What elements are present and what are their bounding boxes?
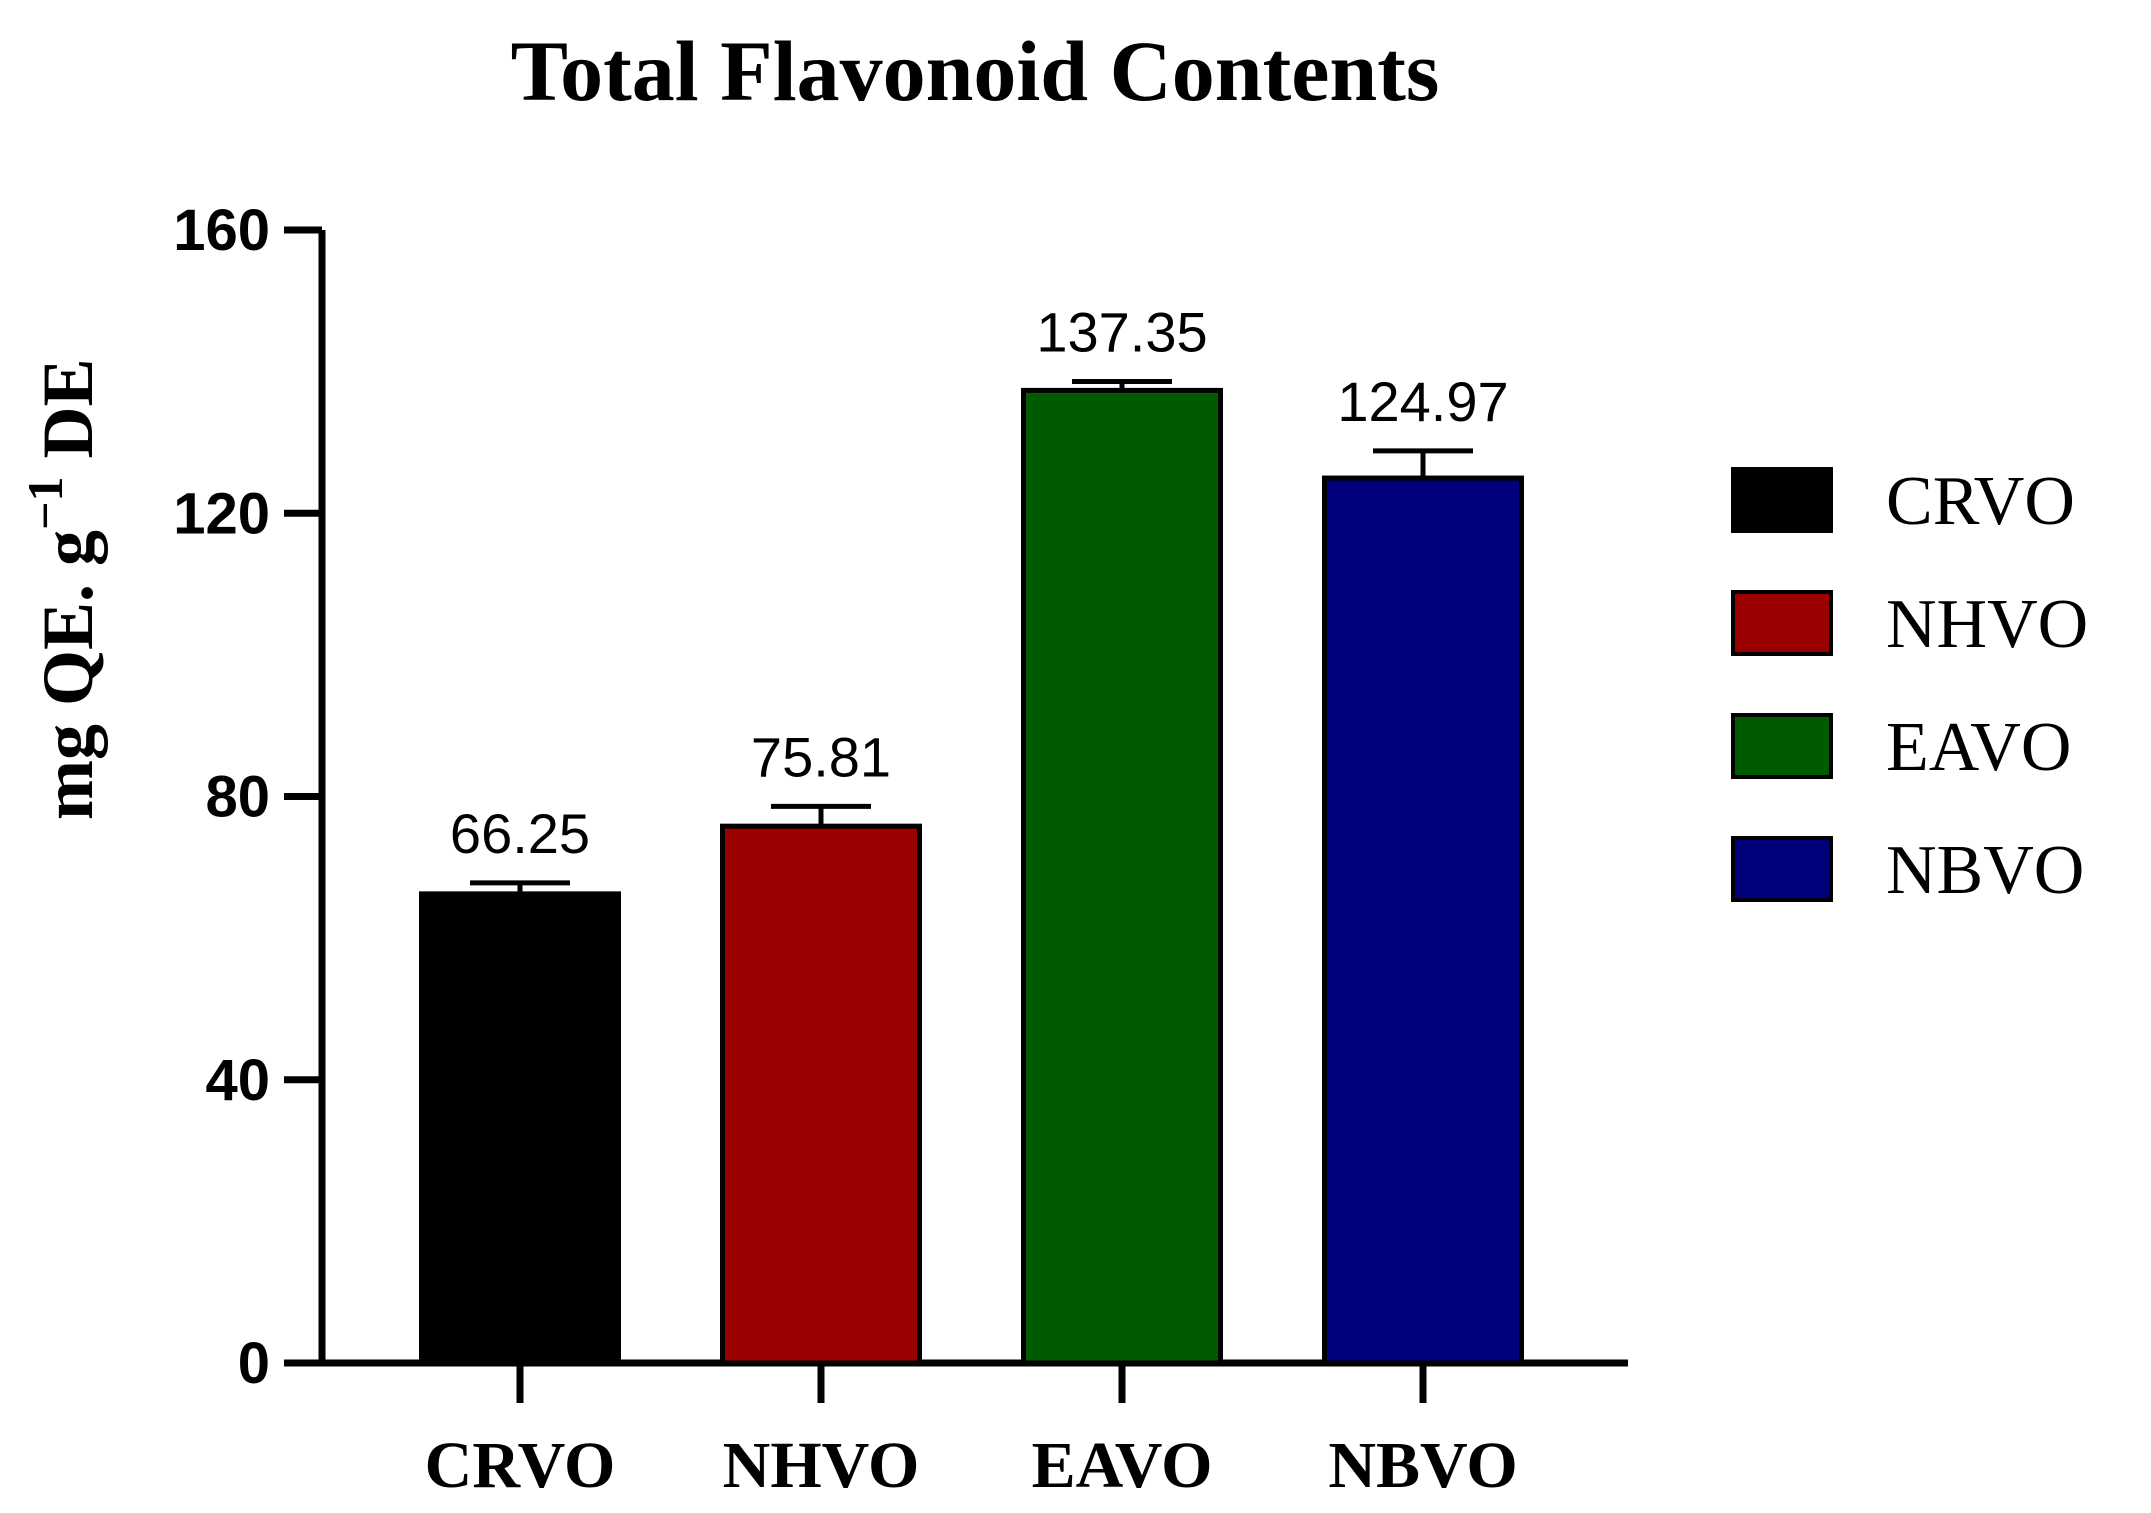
y-tick-label: 120	[173, 481, 270, 546]
data-label-crvo: 66.25	[450, 802, 590, 865]
x-tick-label-eavo: EAVO	[1032, 1429, 1213, 1502]
chart-title: Total Flavonoid Contents	[511, 23, 1440, 119]
legend-label-nbvo: NBVO	[1886, 832, 2084, 909]
bar-nhvo	[720, 823, 922, 1366]
y-axis-label-suffix: DE	[28, 358, 108, 476]
x-tick-label-crvo: CRVO	[425, 1429, 616, 1502]
legend-swatch-crvo	[1731, 467, 1833, 533]
legend-swatch-eavo	[1731, 713, 1833, 779]
legend-label-crvo: CRVO	[1886, 463, 2075, 540]
error-bars	[470, 379, 1473, 894]
y-tick-label: 40	[205, 1048, 270, 1113]
data-label-eavo: 137.35	[1036, 301, 1207, 364]
y-axis-label: mg QE. g−1 DE	[17, 358, 108, 820]
legend: CRVO NHVO EAVO NBVO	[1731, 463, 2088, 909]
data-labels: 66.25 75.81 137.35 124.97	[450, 301, 1509, 865]
x-tick-label-nbvo: NBVO	[1328, 1429, 1517, 1502]
y-axis-label-superscript: −1	[17, 476, 73, 530]
axes: 0 40 80 120 160 CRVO NHVO EAVO NBVO	[173, 198, 1628, 1502]
bar-eavo	[1021, 387, 1223, 1366]
svg-text:mg QE. g−1 DE: mg QE. g−1 DE	[17, 358, 108, 820]
y-axis-label-main: mg QE. g	[28, 530, 108, 820]
y-tick-label: 160	[173, 198, 270, 263]
bar-nbvo	[1322, 475, 1524, 1366]
legend-label-eavo: EAVO	[1886, 709, 2071, 786]
legend-label-nhvo: NHVO	[1886, 586, 2088, 663]
data-label-nhvo: 75.81	[751, 725, 891, 788]
legend-swatch-nbvo	[1731, 836, 1833, 902]
bar-crvo	[419, 891, 621, 1366]
x-tick-label-nhvo: NHVO	[723, 1429, 920, 1502]
y-tick-label: 80	[205, 765, 270, 830]
legend-swatch-nhvo	[1731, 590, 1833, 656]
y-tick-label: 0	[238, 1331, 270, 1396]
bars	[419, 387, 1524, 1366]
data-label-nbvo: 124.97	[1337, 370, 1508, 433]
